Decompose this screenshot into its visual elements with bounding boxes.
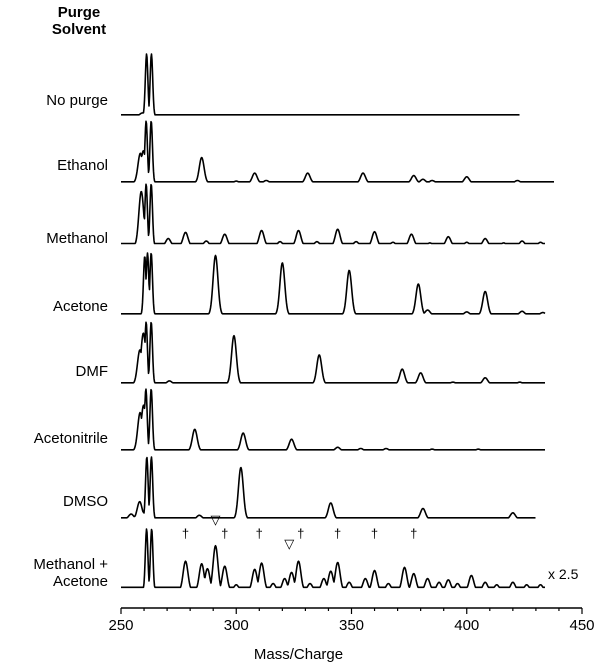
x-axis-label: Mass/Charge [0,646,597,663]
x-tick-label-250: 250 [108,617,133,634]
triangle-marker-2: ▽ [284,536,294,551]
spectrum-trace-6 [121,389,545,450]
x-tick-label-300: 300 [224,617,249,634]
spectrum-trace-1 [121,54,520,115]
x-tick-label-450: 450 [569,617,594,634]
spectrum-trace-7 [121,457,536,518]
x-tick-label-350: 350 [339,617,364,634]
dagger-marker-4: † [297,526,304,541]
spectrum-trace-3 [121,184,545,243]
spectrum-trace-2 [121,121,554,182]
x-tick-label-400: 400 [454,617,479,634]
spectrum-trace-5 [121,322,545,383]
dagger-marker-2: † [221,526,228,541]
dagger-marker-6: † [371,526,378,541]
scale-note: x 2.5 [548,566,578,582]
dagger-marker-5: † [334,526,341,541]
dagger-marker-1: † [182,526,189,541]
dagger-marker-3: † [256,526,263,541]
spectrum-trace-4 [121,253,545,314]
triangle-marker-1: ▽ [211,512,221,527]
dagger-marker-7: † [410,526,417,541]
